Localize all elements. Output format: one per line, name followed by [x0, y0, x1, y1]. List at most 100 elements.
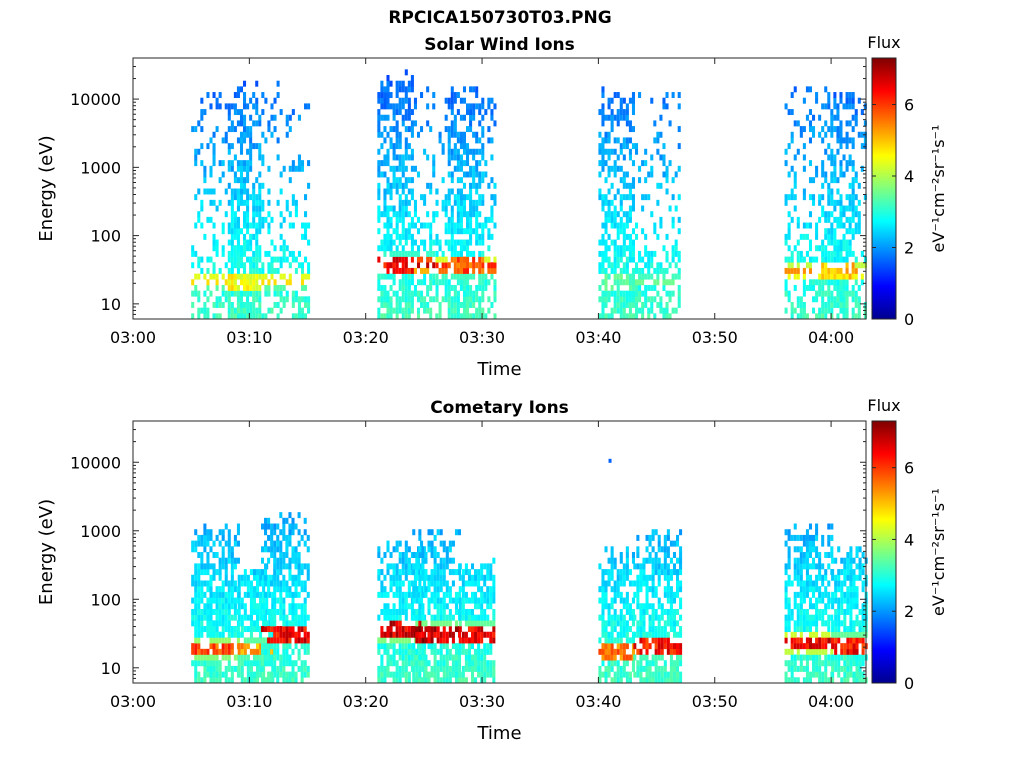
- spectrogram-cell: [194, 148, 198, 155]
- spectrogram-cell: [194, 603, 198, 610]
- spectrogram-cell: [818, 569, 822, 576]
- spectrogram-cell: [395, 109, 399, 116]
- spectrogram-cell: [389, 245, 393, 252]
- spectrogram-cell: [233, 631, 237, 638]
- spectrogram-cell: [466, 194, 470, 201]
- spectrogram-cell: [790, 614, 794, 621]
- spectrogram-cell: [831, 569, 835, 576]
- spectrogram-cell: [258, 301, 262, 308]
- spectrogram-cell: [291, 546, 295, 553]
- spectrogram-cell: [812, 279, 816, 286]
- spectrogram-cell: [636, 665, 640, 672]
- spectrogram-cell: [454, 660, 458, 667]
- spectrogram-cell: [677, 284, 681, 291]
- spectrogram-cell: [389, 182, 393, 189]
- spectrogram-cell: [651, 580, 655, 587]
- spectrogram-cell: [622, 643, 626, 650]
- spectrogram-cell: [631, 199, 635, 206]
- spectrogram-cell: [252, 233, 256, 240]
- spectrogram-cell: [818, 307, 822, 314]
- spectrogram-cell: [416, 228, 421, 235]
- spectrogram-cell: [252, 626, 257, 633]
- spectrogram-cell: [478, 267, 482, 274]
- spectrogram-cell: [194, 222, 198, 229]
- spectrogram-cell: [653, 284, 657, 291]
- spectrogram-cell: [383, 205, 387, 212]
- spectrogram-cell: [259, 648, 263, 655]
- spectrogram-cell: [233, 109, 237, 116]
- spectrogram-cell: [410, 233, 414, 240]
- spectrogram-cell: [863, 313, 867, 320]
- spectrogram-cell: [392, 228, 396, 235]
- spectrogram-cell: [802, 126, 806, 133]
- spectrogram-cell: [206, 313, 210, 320]
- spectrogram-cell: [790, 301, 794, 308]
- spectrogram-cell: [227, 267, 231, 274]
- spectrogram-cell: [386, 307, 390, 314]
- spectrogram-cell: [427, 603, 431, 610]
- spectrogram-cell: [481, 131, 485, 138]
- spectrogram-cell: [677, 216, 681, 223]
- spectrogram-cell: [256, 643, 260, 650]
- spectrogram-cell: [255, 262, 259, 269]
- spectrogram-cell: [657, 580, 661, 587]
- spectrogram-cell: [674, 245, 678, 252]
- spectrogram-cell: [845, 205, 849, 212]
- spectrogram-cell: [654, 637, 658, 644]
- spectrogram-cell: [407, 273, 411, 280]
- spectrogram-cell: [386, 671, 390, 678]
- spectrogram-cell: [303, 643, 307, 650]
- spectrogram-cell: [663, 665, 667, 672]
- spectrogram-cell: [273, 614, 277, 621]
- spectrogram-cell: [255, 109, 259, 116]
- spectrogram-cell: [264, 290, 268, 297]
- spectrogram-cell: [276, 540, 280, 547]
- spectrogram-cell: [787, 597, 791, 604]
- spectrogram-cell: [432, 160, 436, 167]
- spectrogram-cell: [607, 296, 611, 303]
- spectrogram-cell: [261, 92, 265, 99]
- spectrogram-cell: [851, 199, 855, 206]
- spectrogram-cell: [276, 534, 280, 541]
- spectrogram-cell: [651, 546, 655, 553]
- spectrogram-cell: [666, 574, 670, 581]
- spectrogram-cell: [200, 109, 204, 116]
- spectrogram-cell: [243, 267, 247, 274]
- spectrogram-cell: [421, 569, 425, 576]
- spectrogram-cell: [462, 205, 467, 212]
- spectrogram-cell: [818, 574, 822, 581]
- spectrogram-cell: [240, 654, 244, 661]
- spectrogram-cell: [827, 540, 831, 547]
- spectrogram-cell: [435, 279, 439, 286]
- spectrogram-cell: [410, 290, 414, 297]
- spectrogram-cell: [793, 177, 797, 184]
- spectrogram-cell: [236, 239, 240, 246]
- spectrogram-cell: [855, 648, 859, 655]
- spectrogram-cell: [802, 626, 806, 633]
- spectrogram-cell: [218, 677, 222, 684]
- spectrogram-cell: [227, 290, 231, 297]
- spectrogram-cell: [622, 97, 626, 104]
- spectrogram-cell: [613, 654, 617, 661]
- spectrogram-cell: [306, 591, 310, 598]
- spectrogram-cell: [631, 557, 635, 564]
- spectrogram-cell: [787, 552, 791, 558]
- spectrogram-cell: [855, 637, 859, 644]
- spectrogram-cell: [436, 677, 440, 684]
- spectrogram-cell: [616, 677, 620, 684]
- spectrogram-cell: [837, 608, 841, 615]
- spectrogram-cell: [671, 216, 675, 223]
- spectrogram-cell: [230, 569, 234, 576]
- spectrogram-cell: [423, 245, 427, 252]
- spectrogram-cell: [470, 580, 475, 587]
- spectrogram-cell: [418, 546, 422, 553]
- spectrogram-cell: [407, 643, 411, 650]
- spectrogram-cell: [601, 137, 605, 144]
- spectrogram-cell: [413, 239, 417, 246]
- spectrogram-cell: [676, 557, 680, 564]
- spectrogram-cell: [423, 267, 427, 274]
- spectrogram-cell: [480, 614, 484, 621]
- spectrogram-cell: [830, 233, 834, 240]
- spectrogram-cell: [601, 574, 605, 581]
